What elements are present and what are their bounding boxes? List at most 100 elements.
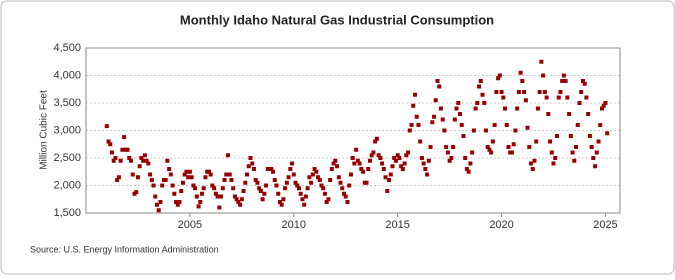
point xyxy=(279,202,284,207)
point xyxy=(113,156,118,160)
point xyxy=(196,204,201,209)
point xyxy=(321,186,326,191)
point xyxy=(596,139,601,144)
x-tick-label: 2020 xyxy=(489,219,513,231)
point xyxy=(520,79,525,83)
point xyxy=(326,197,331,202)
point xyxy=(605,131,610,136)
point xyxy=(180,180,185,185)
point xyxy=(516,90,521,94)
point xyxy=(591,156,596,160)
point xyxy=(473,106,478,111)
point xyxy=(560,79,565,83)
plot-border xyxy=(85,47,621,214)
point xyxy=(577,101,582,105)
point xyxy=(442,128,447,133)
point xyxy=(137,164,142,169)
point xyxy=(219,194,224,199)
point xyxy=(175,202,180,207)
point xyxy=(298,191,303,196)
point xyxy=(534,139,539,144)
point xyxy=(158,200,163,204)
point xyxy=(189,175,194,180)
point xyxy=(109,150,114,155)
point xyxy=(504,123,509,127)
point xyxy=(556,95,561,100)
point xyxy=(203,175,208,180)
point xyxy=(336,175,341,180)
point xyxy=(184,169,189,174)
point xyxy=(170,183,175,188)
point xyxy=(509,150,514,155)
point xyxy=(475,101,480,105)
point xyxy=(579,90,584,94)
point xyxy=(229,178,234,182)
point xyxy=(245,172,250,177)
point xyxy=(208,172,213,177)
point xyxy=(406,150,411,155)
point xyxy=(253,178,258,182)
point xyxy=(421,161,426,166)
point xyxy=(312,167,317,171)
point xyxy=(522,90,527,94)
point xyxy=(480,92,485,97)
x-tick-label: 2005 xyxy=(178,219,202,231)
point xyxy=(463,156,468,160)
point xyxy=(277,200,282,204)
point xyxy=(333,158,338,163)
point xyxy=(139,156,144,160)
point xyxy=(251,167,256,171)
point xyxy=(212,186,217,191)
point xyxy=(499,90,504,94)
point xyxy=(177,200,182,204)
point xyxy=(561,73,566,78)
point xyxy=(430,120,435,125)
point xyxy=(373,139,378,144)
point xyxy=(274,183,279,188)
x-tick-label: 2015 xyxy=(385,219,409,231)
point xyxy=(317,178,322,182)
point xyxy=(494,90,499,94)
point xyxy=(243,180,248,185)
point xyxy=(307,175,312,180)
point xyxy=(523,98,528,103)
point xyxy=(470,150,475,155)
point xyxy=(120,147,125,152)
point xyxy=(148,172,153,177)
point xyxy=(220,186,225,191)
point xyxy=(489,150,494,155)
point xyxy=(255,180,260,185)
point xyxy=(154,202,159,207)
point xyxy=(574,145,579,149)
point xyxy=(416,123,421,127)
point xyxy=(451,145,456,149)
point xyxy=(513,128,518,133)
point xyxy=(281,197,286,202)
point xyxy=(594,150,599,155)
point xyxy=(603,101,608,105)
point xyxy=(269,167,274,171)
point xyxy=(418,139,423,144)
point xyxy=(527,145,532,149)
point xyxy=(388,172,393,177)
point xyxy=(305,186,310,191)
point xyxy=(201,186,206,191)
point xyxy=(447,158,452,163)
point xyxy=(179,189,184,193)
point xyxy=(530,167,535,171)
point xyxy=(350,156,355,160)
point xyxy=(122,135,127,140)
point xyxy=(584,95,589,100)
y-tick-label: 2,500 xyxy=(53,152,81,164)
point xyxy=(257,186,262,191)
point xyxy=(118,158,123,163)
point xyxy=(108,142,113,147)
point xyxy=(383,175,388,180)
point xyxy=(582,81,587,86)
point xyxy=(541,73,546,78)
point xyxy=(168,172,173,177)
point xyxy=(324,200,329,204)
chart-title: Monthly Idaho Natural Gas Industrial Con… xyxy=(180,12,494,27)
point xyxy=(361,169,366,174)
